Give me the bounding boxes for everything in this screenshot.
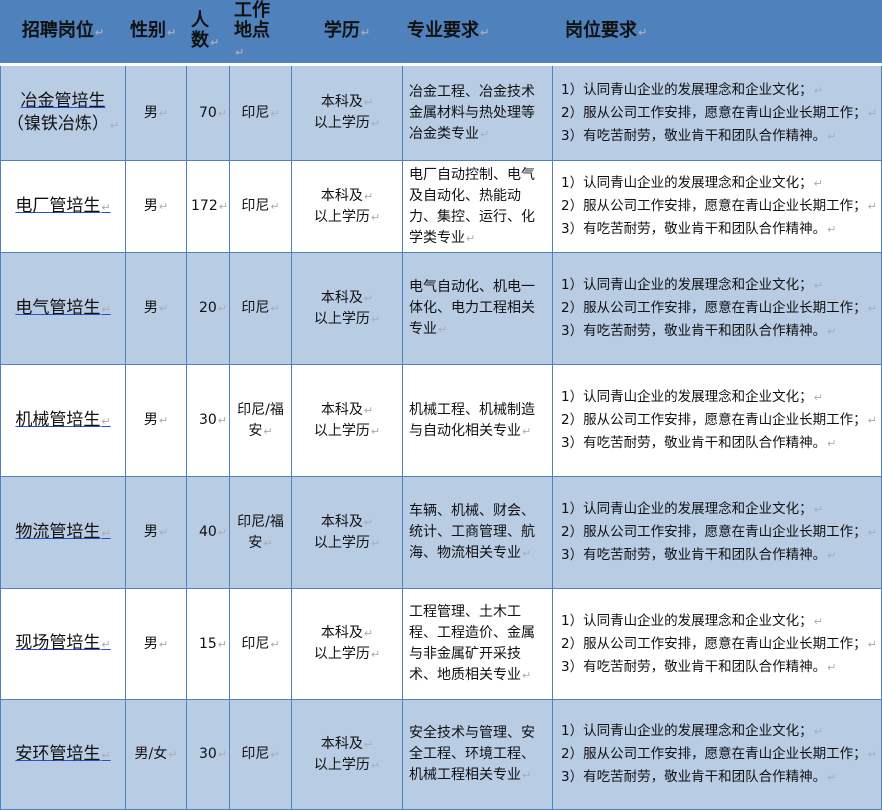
- cell-count: 70: [186, 64, 230, 161]
- cell-education: 本科及以上学历: [291, 699, 403, 810]
- cell-education: 本科及以上学历: [291, 476, 403, 589]
- cell-gender: 男: [125, 588, 187, 700]
- cell-education: 本科及以上学历: [291, 64, 403, 161]
- cell-gender: 男: [125, 64, 187, 161]
- requirement-item: 2）服从公司工作安排，愿意在青山企业长期工作；: [561, 743, 877, 766]
- cell-location: 印尼: [229, 252, 292, 365]
- cell-position: 现场管培生: [0, 588, 126, 700]
- table-row: 现场管培生 男 15 印尼 本科及以上学历 工程管理、土木工程、工程造价、金属与…: [0, 588, 882, 700]
- position-title: 电厂管培生: [15, 196, 110, 216]
- cell-major: 安全技术与管理、安全工程、环境工程、机械工程相关专业: [402, 699, 553, 810]
- table-row: 安环管培生 男/女 30 印尼 本科及以上学历 安全技术与管理、安全工程、环境工…: [0, 699, 882, 810]
- requirement-item: 2）服从公司工作安排，愿意在青山企业长期工作；: [561, 195, 877, 218]
- cell-position: 电厂管培生: [0, 160, 126, 253]
- table-row: 电气管培生 男 20 印尼 本科及以上学历 电气自动化、机电一体化、电力工程相关…: [0, 252, 882, 365]
- requirement-item: 1）认同青山企业的发展理念和企业文化；: [561, 172, 877, 195]
- cell-count: 40: [186, 476, 230, 589]
- cell-position: 电气管培生: [0, 252, 126, 365]
- requirement-item: 3）有吃苦耐劳，敬业肯干和团队合作精神。: [561, 432, 877, 455]
- cell-requirements: 1）认同青山企业的发展理念和企业文化；2）服从公司工作安排，愿意在青山企业长期工…: [552, 476, 882, 589]
- position-title: 现场管培生: [15, 633, 110, 653]
- cell-gender: 男/女: [125, 699, 187, 810]
- cell-requirements: 1）认同青山企业的发展理念和企业文化；2）服从公司工作安排，愿意在青山企业长期工…: [552, 252, 882, 365]
- requirement-item: 1）认同青山企业的发展理念和企业文化；: [561, 720, 877, 743]
- requirement-item: 2）服从公司工作安排，愿意在青山企业长期工作；: [561, 409, 877, 432]
- requirement-item: 3）有吃苦耐劳，敬业肯干和团队合作精神。: [561, 656, 877, 679]
- cell-education: 本科及以上学历: [291, 588, 403, 700]
- cell-position: 冶金管培生 （镍铁冶炼）: [0, 64, 126, 161]
- cell-requirements: 1）认同青山企业的发展理念和企业文化；2）服从公司工作安排，愿意在青山企业长期工…: [552, 588, 882, 700]
- position-title: 电气管培生: [15, 298, 110, 318]
- position-title: 物流管培生: [15, 522, 110, 542]
- requirement-item: 1）认同青山企业的发展理念和企业文化；: [561, 498, 877, 521]
- cell-major: 车辆、机械、财会、统计、工商管理、航海、物流相关专业: [402, 476, 553, 589]
- requirement-item: 1）认同青山企业的发展理念和企业文化；: [561, 79, 877, 102]
- cell-location: 印尼: [229, 699, 292, 810]
- requirement-item: 2）服从公司工作安排，愿意在青山企业长期工作；: [561, 102, 877, 125]
- position-title: 冶金管培生: [20, 90, 106, 111]
- header-location: 工作地点: [229, 0, 292, 66]
- header-gender: 性别: [125, 0, 187, 66]
- header-education: 学历: [291, 0, 403, 66]
- table-row: 冶金管培生 （镍铁冶炼） 男 70 印尼 本科及以上学历 冶金工程、冶金技术金属材…: [0, 64, 882, 161]
- requirement-item: 2）服从公司工作安排，愿意在青山企业长期工作；: [561, 297, 877, 320]
- position-title: 机械管培生: [15, 410, 110, 430]
- header-major: 专业要求: [402, 0, 553, 66]
- cell-location: 印尼: [229, 160, 292, 253]
- requirement-item: 3）有吃苦耐劳，敬业肯干和团队合作精神。: [561, 320, 877, 343]
- requirement-item: 2）服从公司工作安排，愿意在青山企业长期工作；: [561, 633, 877, 656]
- requirement-item: 3）有吃苦耐劳，敬业肯干和团队合作精神。: [561, 544, 877, 567]
- cell-location: 印尼/福安: [229, 476, 292, 589]
- cell-position: 安环管培生: [0, 699, 126, 810]
- cell-requirements: 1）认同青山企业的发展理念和企业文化；2）服从公司工作安排，愿意在青山企业长期工…: [552, 64, 882, 161]
- cell-gender: 男: [125, 476, 187, 589]
- cell-position: 物流管培生: [0, 476, 126, 589]
- cell-requirements: 1）认同青山企业的发展理念和企业文化；2）服从公司工作安排，愿意在青山企业长期工…: [552, 160, 882, 253]
- position-title: 安环管培生: [15, 744, 110, 764]
- requirement-item: 1）认同青山企业的发展理念和企业文化；: [561, 386, 877, 409]
- header-row: 招聘岗位 性别 人数 工作地点 学历 专业要求 岗位要求: [0, 0, 882, 66]
- cell-count: 30: [186, 699, 230, 810]
- cell-major: 机械工程、机械制造与自动化相关专业: [402, 364, 553, 477]
- header-count: 人数: [186, 0, 230, 66]
- table-row: 电厂管培生 男 172 印尼 本科及以上学历 电厂自动控制、电气及自动化、热能动…: [0, 160, 882, 253]
- cell-major: 工程管理、土木工程、工程造价、金属与非金属矿开采技术、地质相关专业: [402, 588, 553, 700]
- requirement-item: 3）有吃苦耐劳，敬业肯干和团队合作精神。: [561, 766, 877, 789]
- cell-requirements: 1）认同青山企业的发展理念和企业文化；2）服从公司工作安排，愿意在青山企业长期工…: [552, 699, 882, 810]
- header-requirements: 岗位要求: [552, 0, 882, 66]
- cell-gender: 男: [125, 364, 187, 477]
- cell-gender: 男: [125, 160, 187, 253]
- cell-count: 30: [186, 364, 230, 477]
- cell-requirements: 1）认同青山企业的发展理念和企业文化；2）服从公司工作安排，愿意在青山企业长期工…: [552, 364, 882, 477]
- cell-count: 20: [186, 252, 230, 365]
- cell-gender: 男: [125, 252, 187, 365]
- requirement-item: 1）认同青山企业的发展理念和企业文化；: [561, 274, 877, 297]
- cell-count: 15: [186, 588, 230, 700]
- position-note: （镍铁冶炼）: [7, 114, 119, 134]
- cell-location: 印尼/福安: [229, 364, 292, 477]
- requirement-item: 2）服从公司工作安排，愿意在青山企业长期工作；: [561, 521, 877, 544]
- requirement-item: 3）有吃苦耐劳，敬业肯干和团队合作精神。: [561, 218, 877, 241]
- cell-major: 冶金工程、冶金技术金属材料与热处理等冶金类专业: [402, 64, 553, 161]
- requirement-item: 1）认同青山企业的发展理念和企业文化；: [561, 610, 877, 633]
- table-row: 机械管培生 男 30 印尼/福安 本科及以上学历 机械工程、机械制造与自动化相关…: [0, 364, 882, 477]
- cell-count: 172: [186, 160, 230, 253]
- cell-major: 电厂自动控制、电气及自动化、热能动力、集控、运行、化学类专业: [402, 160, 553, 253]
- cell-education: 本科及以上学历: [291, 252, 403, 365]
- cell-education: 本科及以上学历: [291, 160, 403, 253]
- cell-location: 印尼: [229, 64, 292, 161]
- cell-position: 机械管培生: [0, 364, 126, 477]
- cell-education: 本科及以上学历: [291, 364, 403, 477]
- cell-location: 印尼: [229, 588, 292, 700]
- table-row: 物流管培生 男 40 印尼/福安 本科及以上学历 车辆、机械、财会、统计、工商管…: [0, 476, 882, 589]
- cell-major: 电气自动化、机电一体化、电力工程相关专业: [402, 252, 553, 365]
- header-position: 招聘岗位: [0, 0, 126, 66]
- requirement-item: 3）有吃苦耐劳，敬业肯干和团队合作精神。: [561, 125, 877, 148]
